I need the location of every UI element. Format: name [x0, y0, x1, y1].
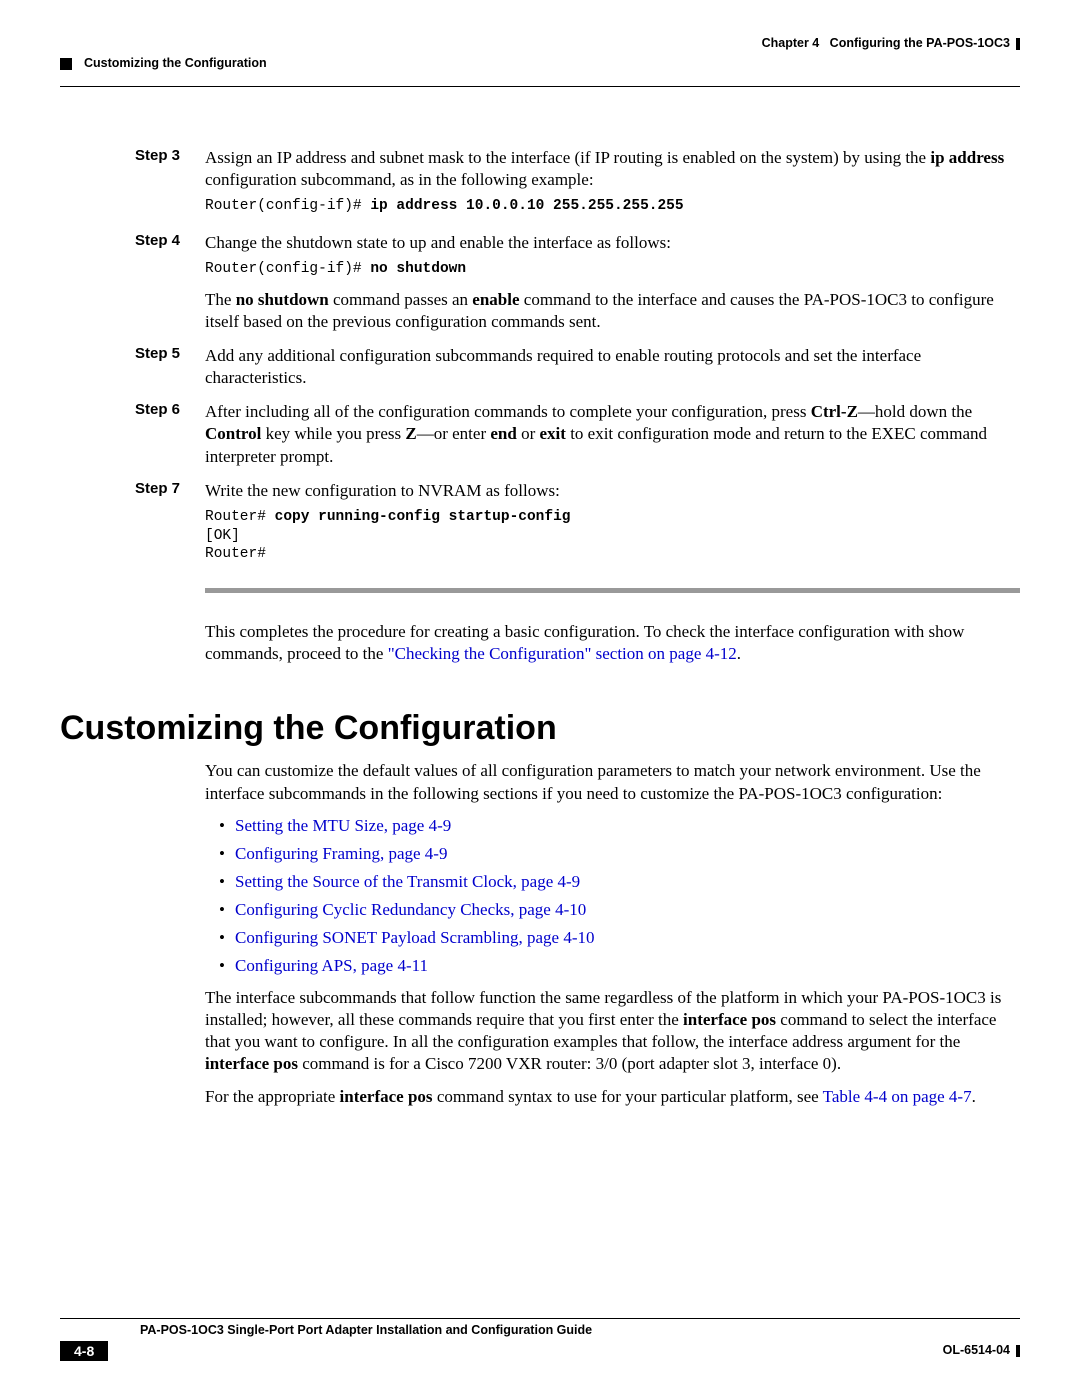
- step-4: Step 4 Change the shutdown state to up a…: [60, 232, 1020, 339]
- step-body: Assign an IP address and subnet mask to …: [205, 147, 1020, 226]
- step-6: Step 6 After including all of the config…: [60, 401, 1020, 473]
- header-rule: [60, 86, 1020, 87]
- chapter-number: Chapter 4: [762, 36, 820, 50]
- link-table-4-4[interactable]: Table 4-4 on page 4-7: [823, 1087, 972, 1106]
- step-label: Step 3: [60, 147, 205, 226]
- link-mtu[interactable]: Setting the MTU Size, page 4-9: [235, 816, 451, 835]
- link-list: Setting the MTU Size, page 4-9 Configuri…: [219, 815, 1020, 978]
- header-section: Customizing the Configuration: [60, 56, 267, 70]
- link-transmit-clock[interactable]: Setting the Source of the Transmit Clock…: [235, 872, 580, 891]
- step-5: Step 5 Add any additional configuration …: [60, 345, 1020, 395]
- doc-number: OL-6514-04: [943, 1343, 1020, 1357]
- step-7: Step 7 Write the new configuration to NV…: [60, 480, 1020, 575]
- link-checking-config[interactable]: "Checking the Configuration" section on …: [388, 644, 737, 663]
- header-bar-icon: [1016, 38, 1020, 50]
- link-sonet[interactable]: Configuring SONET Payload Scrambling, pa…: [235, 928, 594, 947]
- footer-doc-title: PA-POS-1OC3 Single-Port Port Adapter Ins…: [140, 1323, 1020, 1337]
- page-number: 4-8: [60, 1341, 108, 1361]
- link-crc[interactable]: Configuring Cyclic Redundancy Checks, pa…: [235, 900, 586, 919]
- closing-paragraph: This completes the procedure for creatin…: [205, 621, 1020, 665]
- code-block: Router(config-if)# no shutdown: [205, 260, 1010, 279]
- section-body: You can customize the default values of …: [205, 760, 1020, 1107]
- footer-bar-icon: [1016, 1345, 1020, 1357]
- step-label: Step 4: [60, 232, 205, 339]
- header-section-title: Customizing the Configuration: [84, 56, 267, 70]
- code-block: Router# copy running-config startup-conf…: [205, 508, 1010, 565]
- chapter-title: Configuring the PA-POS-1OC3: [830, 36, 1010, 50]
- step-body: Add any additional configuration subcomm…: [205, 345, 1020, 395]
- header-chapter: Chapter 4 Configuring the PA-POS-1OC3: [762, 36, 1020, 50]
- link-aps[interactable]: Configuring APS, page 4-11: [235, 956, 428, 975]
- step-body: Change the shutdown state to up and enab…: [205, 232, 1020, 339]
- step-3: Step 3 Assign an IP address and subnet m…: [60, 147, 1020, 226]
- link-framing[interactable]: Configuring Framing, page 4-9: [235, 844, 447, 863]
- code-block: Router(config-if)# ip address 10.0.0.10 …: [205, 197, 1010, 216]
- header-square-icon: [60, 58, 72, 70]
- step-label: Step 6: [60, 401, 205, 473]
- section-divider: [205, 588, 1020, 593]
- step-label: Step 5: [60, 345, 205, 395]
- step-body: After including all of the configuration…: [205, 401, 1020, 473]
- step-label: Step 7: [60, 480, 205, 575]
- section-heading: Customizing the Configuration: [60, 709, 1020, 748]
- page-footer: PA-POS-1OC3 Single-Port Port Adapter Ins…: [60, 1318, 1020, 1363]
- page-header: Chapter 4 Configuring the PA-POS-1OC3 Cu…: [60, 36, 1020, 66]
- footer-rule: [60, 1318, 1020, 1319]
- step-body: Write the new configuration to NVRAM as …: [205, 480, 1020, 575]
